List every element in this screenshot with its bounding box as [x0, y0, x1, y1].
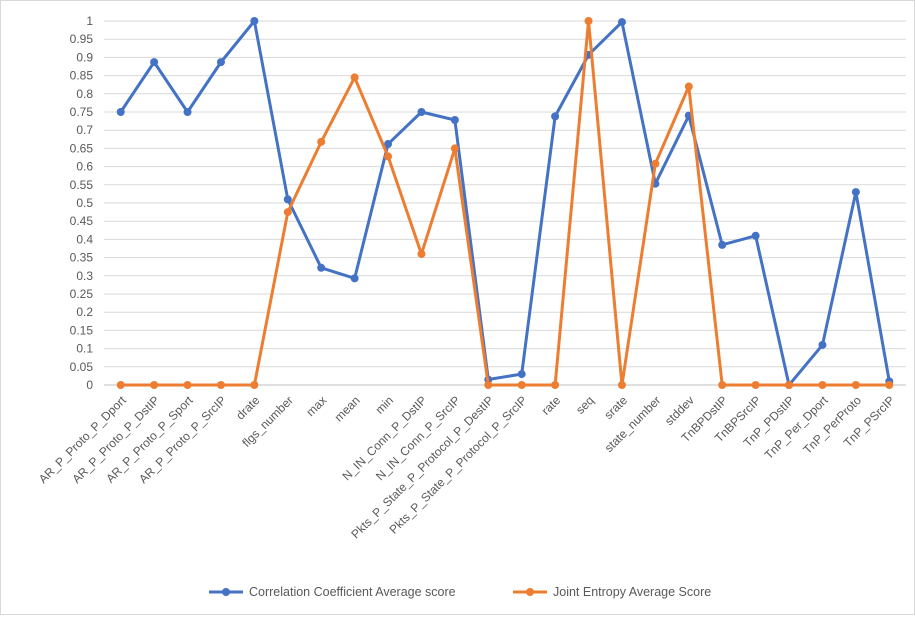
- y-tick-label: 0.7: [76, 123, 93, 137]
- data-point: [584, 17, 593, 25]
- y-tick-label: 0.3: [76, 269, 93, 283]
- data-point: [751, 231, 760, 240]
- data-point: [450, 116, 459, 125]
- data-point: [684, 82, 693, 91]
- x-tick-label: max: [303, 393, 329, 419]
- data-point: [818, 381, 827, 389]
- y-tick-label: 0: [86, 378, 93, 392]
- data-point: [885, 381, 894, 389]
- data-point: [350, 73, 359, 82]
- series-2: [116, 17, 894, 389]
- data-point: [450, 144, 459, 153]
- y-tick-label: 0.5: [76, 196, 93, 210]
- data-point: [216, 58, 225, 67]
- x-tick-label: srate: [601, 393, 630, 422]
- legend-label: Correlation Coefficient Average score: [249, 585, 456, 599]
- y-tick-label: 1: [86, 14, 93, 28]
- x-tick-label: drate: [233, 393, 262, 422]
- data-point: [484, 381, 493, 389]
- gridlines: [104, 20, 906, 386]
- legend: Correlation Coefficient Average score Joi…: [209, 585, 711, 599]
- legend-swatch-marker: [222, 588, 230, 596]
- y-tick-label: 0.85: [70, 69, 94, 83]
- legend-item: Joint Entropy Average Score: [513, 585, 711, 599]
- data-point: [851, 188, 860, 197]
- data-point: [417, 249, 426, 258]
- series-group: [116, 17, 894, 389]
- data-point: [350, 274, 359, 283]
- data-point: [216, 381, 225, 389]
- data-point: [718, 240, 727, 249]
- data-point: [183, 108, 192, 116]
- data-point: [384, 152, 393, 161]
- data-point: [250, 17, 259, 25]
- y-tick-label: 0.4: [76, 232, 93, 246]
- data-point: [617, 18, 626, 27]
- x-axis: AR_P_Proto_P_DportAR_P_Proto_P_DstIPAR_P…: [36, 393, 898, 542]
- series-line: [119, 19, 891, 387]
- data-point: [283, 208, 292, 217]
- data-point: [651, 159, 660, 168]
- data-point: [317, 137, 326, 146]
- data-point: [150, 381, 159, 389]
- data-point: [751, 381, 760, 389]
- x-tick-label: rate: [539, 393, 564, 418]
- data-point: [417, 108, 426, 116]
- y-tick-label: 0.9: [76, 50, 93, 64]
- y-tick-label: 0.15: [70, 323, 94, 337]
- y-tick-label: 0.45: [70, 214, 94, 228]
- data-point: [718, 381, 727, 389]
- data-point: [150, 58, 159, 67]
- x-tick-label: Pkts_P_State_P_Protocol_P_DestIP: [348, 393, 496, 541]
- data-point: [116, 108, 125, 116]
- data-point: [851, 381, 860, 389]
- y-tick-label: 0.6: [76, 160, 93, 174]
- y-tick-label: 0.1: [76, 342, 93, 356]
- data-point: [317, 263, 326, 272]
- data-point: [551, 112, 560, 121]
- y-tick-label: 0.55: [70, 178, 94, 192]
- data-point: [551, 381, 560, 389]
- y-tick-label: 0.75: [70, 105, 94, 119]
- data-point: [283, 195, 292, 204]
- y-tick-label: 0.8: [76, 87, 93, 101]
- y-tick-label: 0.05: [70, 360, 94, 374]
- legend-item: Correlation Coefficient Average score: [209, 585, 456, 599]
- data-point: [183, 381, 192, 389]
- y-tick-label: 0.65: [70, 141, 94, 155]
- data-point: [617, 381, 626, 389]
- y-tick-label: 0.25: [70, 287, 94, 301]
- legend-label: Joint Entropy Average Score: [553, 585, 711, 599]
- data-point: [116, 381, 125, 389]
- data-point: [517, 370, 526, 379]
- x-tick-label: mean: [332, 393, 363, 424]
- data-point: [384, 140, 393, 149]
- data-point: [785, 381, 794, 389]
- x-tick-label: seq: [573, 393, 597, 417]
- data-point: [818, 340, 827, 349]
- legend-swatch-marker: [526, 588, 534, 596]
- data-point: [517, 381, 526, 389]
- y-tick-label: 0.95: [70, 32, 94, 46]
- y-tick-label: 0.2: [76, 305, 93, 319]
- y-axis: 0 0.05 0.1 0.15 0.2 0.25 0.3 0.35 0.4 0.45 0.5 0.55…: [70, 14, 94, 392]
- y-tick-label: 0.35: [70, 251, 94, 265]
- series-line: [119, 19, 891, 387]
- x-tick-label: min: [373, 393, 397, 417]
- data-point: [250, 381, 259, 389]
